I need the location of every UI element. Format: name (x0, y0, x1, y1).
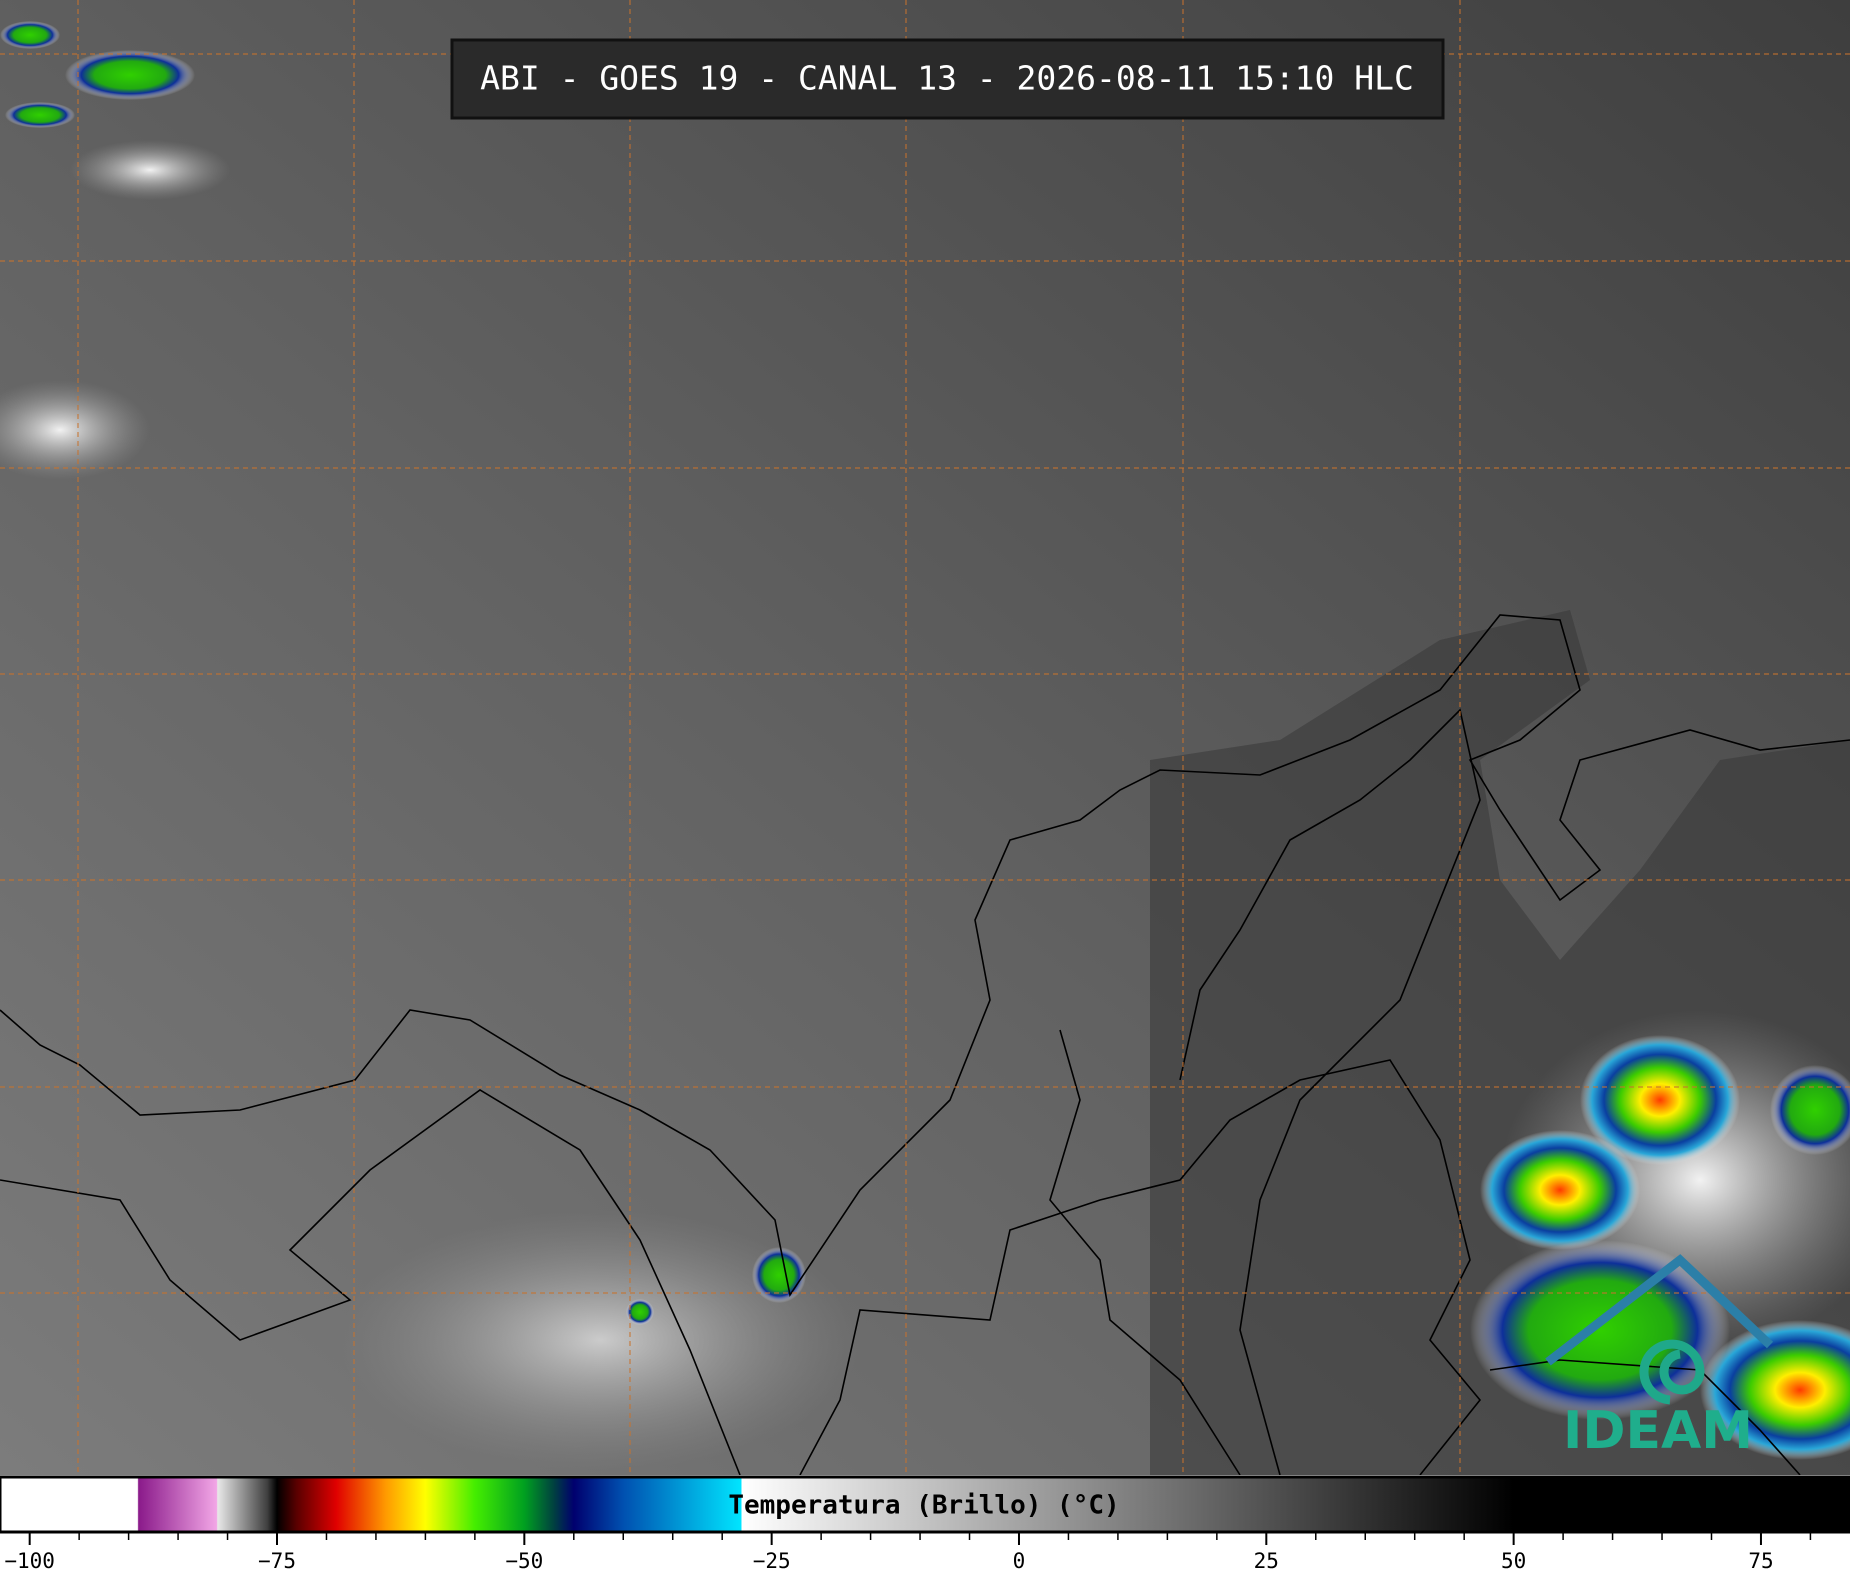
logo-spiral (1639, 1339, 1705, 1405)
tick-label: −50 (505, 1549, 543, 1573)
storm-cell (1580, 1035, 1740, 1165)
tick-label: 50 (1501, 1549, 1526, 1573)
map: IDEAM (0, 0, 1850, 1476)
title-background (450, 38, 1445, 120)
storm-cell (65, 50, 195, 100)
logo-roof (1545, 1254, 1774, 1366)
tick-label: −25 (753, 1549, 791, 1573)
storm-cell (0, 21, 60, 49)
storm-cell (1700, 1320, 1850, 1460)
coastline (0, 1089, 741, 1476)
cloud (0, 380, 150, 480)
tick-label: 25 (1254, 1549, 1279, 1573)
title-box: ABI - GOES 19 - CANAL 13 - 2026-08-11 15… (450, 38, 1445, 120)
title: ABI - GOES 19 - CANAL 13 - 2026-08-11 15… (480, 59, 1414, 98)
cloud (70, 140, 230, 200)
storm-cell (1480, 1130, 1640, 1250)
border (1179, 708, 1481, 1476)
colorbar: Temperatura (Brillo) (°C) −100 −75 −50 −25 0… (0, 1475, 1850, 1577)
tick-label: −100 (4, 1549, 55, 1573)
storm-cell (626, 1299, 654, 1325)
border (1049, 1029, 1241, 1476)
border (799, 1059, 1482, 1476)
coastline (0, 614, 1850, 1298)
colorbar-label: Temperatura (Brillo) (°C) (728, 1491, 1119, 1521)
graticule (0, 0, 1850, 1475)
storm-cell (752, 1247, 806, 1303)
storm-cell (5, 102, 75, 128)
cloud (340, 1210, 860, 1470)
colorbar-ramp (0, 1475, 1850, 1534)
logo: IDEAM (1545, 1254, 1774, 1461)
tick-label: −75 (258, 1549, 296, 1573)
tick-label: 75 (1748, 1549, 1773, 1573)
logo-text: IDEAM (1563, 1401, 1753, 1461)
tick-label: 0 (1013, 1549, 1026, 1573)
